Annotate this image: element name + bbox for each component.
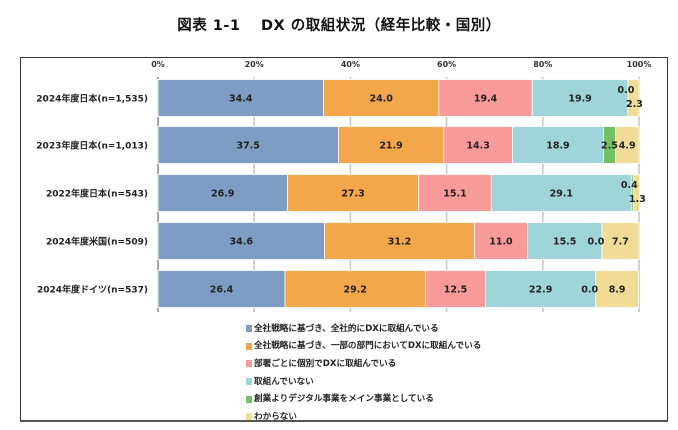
bar-segment — [527, 222, 603, 260]
value-label: 1.3 — [629, 194, 646, 205]
legend: 全社戦略に基づき、全社的にDXに取組んでいる全社戦略に基づき、一部の部門において… — [246, 319, 481, 425]
value-label: 7.7 — [612, 237, 629, 248]
value-label: 11.0 — [489, 237, 513, 248]
x-tick-label: 40% — [341, 60, 360, 69]
chart-frame — [20, 57, 668, 422]
value-label: 19.4 — [474, 94, 498, 105]
bar-segment — [531, 79, 629, 117]
legend-swatch — [246, 413, 252, 421]
chart-title: 図表 1-1 DX の取組状況（経年比較・国別） — [177, 18, 501, 34]
bar-segment — [627, 79, 640, 117]
x-tick-label: 0% — [151, 60, 165, 69]
legend-label: 全社戦略に基づき、全社的にDXに取組んでいる — [254, 323, 439, 334]
category-label: 2024年度米国(n=509) — [46, 236, 148, 248]
x-tick-label: 100% — [627, 60, 652, 69]
x-tick-label: 60% — [437, 60, 456, 69]
value-label: 22.9 — [529, 285, 552, 296]
value-label: 8.9 — [609, 285, 626, 296]
value-label: 29.2 — [343, 285, 366, 296]
bar-segment — [157, 222, 325, 260]
legend-item: 取組んでいない — [246, 372, 481, 390]
value-label: 2.3 — [626, 99, 643, 110]
bar-segment — [425, 270, 486, 308]
bars — [157, 79, 640, 308]
value-label: 19.9 — [568, 94, 591, 105]
value-label: 31.2 — [388, 237, 411, 248]
legend-swatch — [246, 342, 252, 350]
category-label: 2024年度ドイツ(n=537) — [37, 284, 148, 296]
bar-segment — [324, 222, 475, 260]
bar-segment — [485, 270, 597, 308]
category-label: 2022年度日本(n=543) — [46, 188, 148, 200]
x-axis-ticks: 0% 20% 40% 60% 80% 100% — [151, 60, 651, 69]
value-label: 0.0 — [618, 85, 635, 96]
bar-segment — [157, 270, 286, 308]
bar-segment — [418, 174, 492, 212]
value-label: 0.0 — [581, 285, 598, 296]
legend-swatch — [246, 378, 252, 386]
bar-segment — [474, 222, 528, 260]
value-label: 27.3 — [341, 189, 364, 200]
x-tick-label: 80% — [533, 60, 552, 69]
bar-segment — [337, 126, 445, 164]
legend-label: 創業よりデジタル事業をメイン事業としている — [254, 394, 434, 405]
legend-label: 全社戦略に基づき、一部の部門においてDXに取組んでいる — [254, 341, 482, 352]
bar-segment — [512, 126, 604, 164]
value-labels: 34.4 24.0 19.4 19.9 0.0 2.3 37.5 21.9 14.3 18.9 2.… — [210, 85, 646, 296]
bar-segment — [157, 174, 288, 212]
bar-segment — [601, 222, 640, 260]
value-label: 29.1 — [550, 189, 573, 200]
legend-swatch — [246, 360, 252, 368]
bar-segment — [615, 126, 640, 164]
value-label: 34.4 — [229, 94, 253, 105]
value-label: 26.9 — [211, 189, 234, 200]
x-tick-label: 20% — [245, 60, 264, 69]
value-label: 12.5 — [444, 285, 467, 296]
legend-item: 部署ごとに個別でDXに取組んでいる — [246, 354, 481, 372]
category-label: 2023年度日本(n=1,013) — [36, 140, 148, 152]
value-label: 18.9 — [546, 141, 569, 152]
bar-segment — [323, 79, 440, 117]
value-label: 2.5 — [601, 141, 618, 152]
value-label: 26.4 — [210, 285, 234, 296]
bar-segment — [490, 174, 632, 212]
legend-swatch — [246, 395, 252, 403]
legend-item: 全社戦略に基づき、一部の部門においてDXに取組んでいる — [246, 337, 481, 355]
legend-label: 取組んでいない — [254, 376, 314, 387]
value-label: 4.9 — [619, 141, 636, 152]
bar-segment — [595, 270, 639, 308]
bar-segment — [286, 174, 420, 212]
value-label: 24.0 — [369, 94, 393, 105]
value-label: 34.6 — [229, 237, 253, 248]
bar-segment — [157, 126, 339, 164]
value-label: 37.5 — [236, 141, 259, 152]
category-labels: 2024年度日本(n=1,535) 2023年度日本(n=1,013) 2022年度… — [36, 93, 148, 296]
value-label: 21.9 — [379, 141, 402, 152]
category-label: 2024年度日本(n=1,535) — [36, 93, 148, 105]
bar-segment — [438, 79, 533, 117]
bar-segment — [632, 174, 640, 212]
value-label: 0.4 — [621, 180, 638, 191]
value-label: 15.5 — [553, 237, 576, 248]
value-label: 0.0 — [588, 237, 605, 248]
value-label: 14.3 — [466, 141, 489, 152]
legend-label: わからない — [254, 411, 297, 422]
legend-item: 全社戦略に基づき、全社的にDXに取組んでいる — [246, 319, 481, 337]
value-label: 15.1 — [443, 189, 466, 200]
legend-item: わからない — [246, 407, 481, 425]
legend-label: 部署ごとに個別でDXに取組んでいる — [254, 358, 397, 369]
legend-item: 創業よりデジタル事業をメイン事業としている — [246, 389, 481, 407]
legend-swatch — [246, 325, 252, 333]
